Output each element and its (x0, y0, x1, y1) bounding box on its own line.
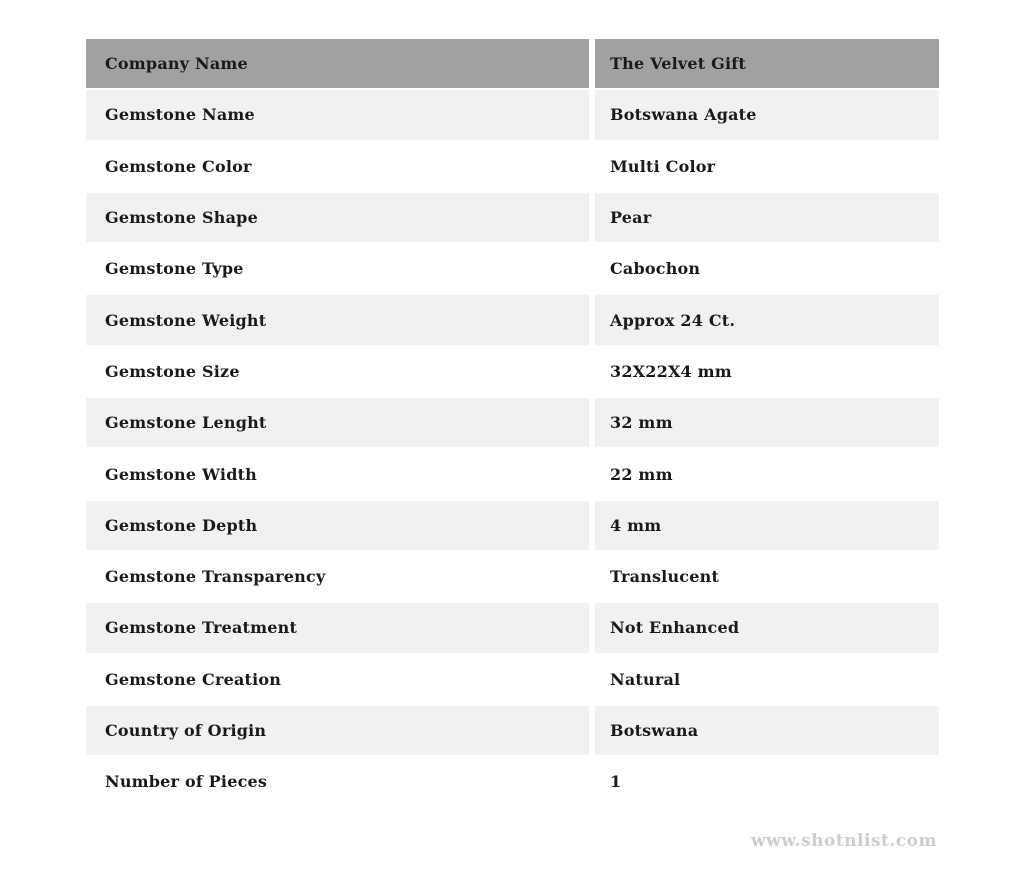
row-value: Approx 24 Ct. (595, 295, 939, 345)
row-label: Gemstone Creation (86, 654, 589, 704)
row-label: Gemstone Lenght (86, 398, 589, 448)
table-row: Gemstone Name Botswana Agate (86, 90, 939, 140)
table-row: Gemstone Size 32X22X4 mm (86, 346, 939, 397)
row-value: Cabochon (595, 244, 939, 294)
watermark-url: www.shotnlist.com (750, 831, 937, 851)
table-row: Gemstone Width 22 mm (86, 449, 939, 499)
row-label: Gemstone Shape (86, 192, 589, 243)
row-value: Botswana (595, 705, 939, 756)
table-row: Gemstone Creation Natural (86, 654, 939, 704)
row-label: Gemstone Color (86, 141, 589, 191)
row-value: Not Enhanced (595, 603, 939, 653)
row-label: Gemstone Weight (86, 295, 589, 345)
table-row: Gemstone Color Multi Color (86, 141, 939, 191)
table-row: Gemstone Treatment Not Enhanced (86, 603, 939, 653)
table-row: Gemstone Depth 4 mm (86, 500, 939, 550)
row-label: Gemstone Treatment (86, 603, 589, 653)
row-value: 22 mm (595, 449, 939, 499)
row-value: 32 mm (595, 398, 939, 448)
row-label: Gemstone Transparency (86, 551, 589, 602)
table-row: Number of Pieces 1 (86, 757, 939, 807)
row-value: Botswana Agate (595, 90, 939, 140)
row-value: 4 mm (595, 500, 939, 550)
row-label: Gemstone Width (86, 449, 589, 499)
table-row: Gemstone Weight Approx 24 Ct. (86, 295, 939, 345)
row-value: Multi Color (595, 141, 939, 191)
row-label: Gemstone Size (86, 346, 589, 397)
header-value-cell: The Velvet Gift (595, 39, 939, 89)
row-label: Number of Pieces (86, 757, 589, 807)
row-label: Gemstone Name (86, 90, 589, 140)
table-row: Gemstone Transparency Translucent (86, 551, 939, 602)
row-label: Country of Origin (86, 705, 589, 756)
row-value: Pear (595, 192, 939, 243)
table-body: Gemstone Name Botswana Agate Gemstone Co… (86, 90, 939, 807)
table-header-row: Company Name The Velvet Gift (86, 39, 939, 89)
row-value: 32X22X4 mm (595, 346, 939, 397)
gemstone-details-table: Company Name The Velvet Gift Gemstone Na… (86, 39, 939, 809)
table-row: Gemstone Type Cabochon (86, 244, 939, 294)
header-label-cell: Company Name (86, 39, 589, 89)
table-row: Gemstone Lenght 32 mm (86, 398, 939, 448)
row-value: Translucent (595, 551, 939, 602)
row-label: Gemstone Depth (86, 500, 589, 550)
row-value: Natural (595, 654, 939, 704)
row-label: Gemstone Type (86, 244, 589, 294)
row-value: 1 (595, 757, 939, 807)
table-row: Country of Origin Botswana (86, 705, 939, 756)
table-row: Gemstone Shape Pear (86, 192, 939, 243)
